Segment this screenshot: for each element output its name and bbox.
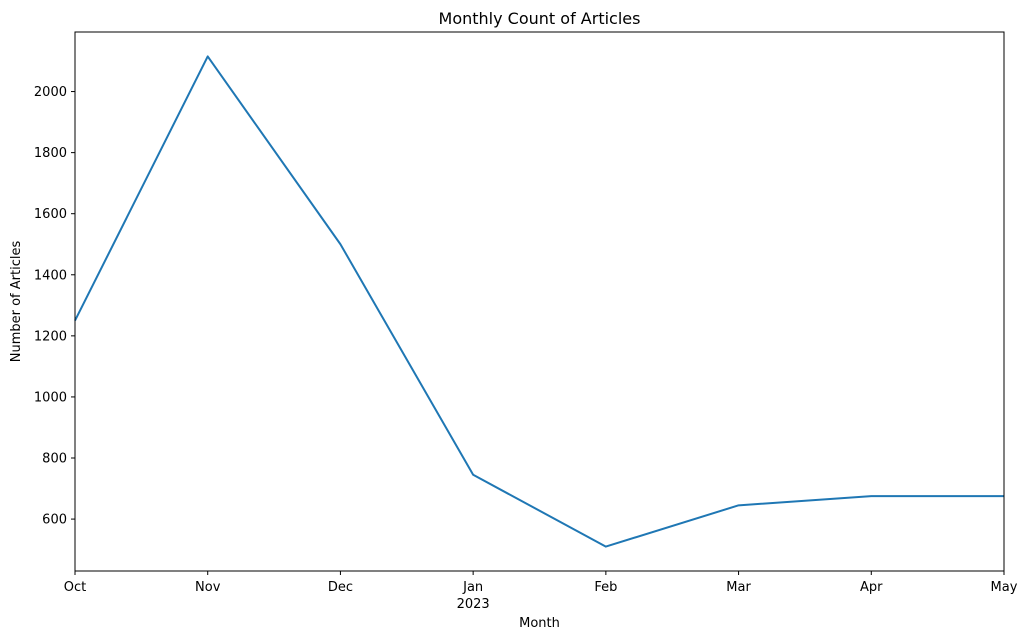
- y-tick-label: 1200: [34, 329, 67, 344]
- y-tick-label: 1000: [34, 390, 67, 405]
- x-tick-label: Oct: [64, 580, 86, 595]
- x-tick-label: Mar: [726, 580, 751, 595]
- x-tick-label: Dec: [328, 580, 353, 595]
- plot-area: 600 800 1000 1200 1400 1600 1800 2000 Oct Nov Dec…: [34, 31, 1018, 612]
- y-axis-ticks: 600 800 1000 1200 1400 1600 1800 2000: [34, 85, 75, 528]
- x-tick-label: Apr: [860, 580, 883, 595]
- x-tick-label: May: [991, 580, 1018, 595]
- x-tick-label: Nov: [195, 580, 221, 595]
- plot-frame: [74, 31, 1005, 572]
- y-tick-label: 1400: [34, 268, 67, 283]
- series-layer: [74, 55, 1004, 548]
- series-line: [74, 55, 1004, 548]
- chart-title: Monthly Count of Articles: [439, 9, 641, 28]
- y-tick-label: 1800: [34, 146, 67, 161]
- y-tick-label: 600: [42, 513, 67, 528]
- x-axis-ticks: Oct Nov Dec Jan 2023 Feb Mar Apr May: [64, 571, 1018, 612]
- y-tick-label: 800: [42, 452, 67, 467]
- y-axis-title: Number of Articles: [9, 241, 24, 363]
- x-tick-label: Jan: [462, 580, 483, 595]
- y-tick-label: 1600: [34, 207, 67, 222]
- x-tick-year-label: 2023: [457, 597, 490, 612]
- x-tick-label: Feb: [594, 580, 617, 595]
- y-tick-label: 2000: [34, 85, 67, 100]
- x-axis-title: Month: [519, 616, 560, 631]
